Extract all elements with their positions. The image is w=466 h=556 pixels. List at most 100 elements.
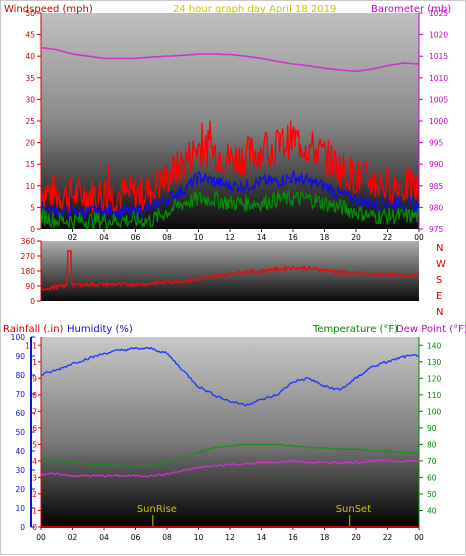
- rain-ytick-label: 0: [32, 523, 37, 532]
- direction-label-e: E: [436, 291, 442, 302]
- temp-ytick-label: 60: [427, 473, 437, 482]
- rain-ytick-label: .6: [30, 424, 37, 433]
- sunset-label: SunSet: [336, 504, 372, 515]
- temp-ytick-label: 110: [427, 391, 442, 400]
- wind-ytick-label: 35: [25, 74, 35, 83]
- wind-ytick-label: 5: [30, 203, 35, 212]
- temp-ytick-label: 80: [427, 440, 437, 449]
- humidity-ytick-label: 100: [11, 333, 26, 342]
- dir-ytick-label: 90: [25, 282, 35, 291]
- baro-ytick-label: 1025: [429, 9, 448, 18]
- wind-ytick-label: 15: [25, 160, 35, 169]
- rain-ytick-label: .4: [30, 457, 37, 466]
- baro-ytick-label: 1010: [429, 74, 448, 83]
- chart-marks-layer: 0510152025303540455097598098599099510001…: [11, 9, 449, 542]
- temp-xtick-label: 00: [414, 533, 424, 542]
- temperature-axis-title: Temperature (°F): [312, 324, 398, 335]
- temperature-series: [40, 443, 420, 468]
- rain-ytick-label: .5: [30, 440, 37, 449]
- baro-ytick-label: 995: [429, 139, 444, 148]
- rain-ytick-label: 1.1: [25, 341, 37, 350]
- direction-label-n-bottom: N: [436, 307, 443, 318]
- direction-panel-background: [41, 241, 419, 301]
- temp-ytick-label: 50: [427, 490, 437, 499]
- humidity-ytick-label: 70: [15, 390, 25, 399]
- rain-ytick-label: .2: [30, 490, 37, 499]
- rain-ytick-label: .8: [30, 391, 37, 400]
- wind-ytick-label: 0: [30, 225, 35, 234]
- temp-xtick-label: 00: [36, 533, 46, 542]
- humidity-series: [40, 346, 420, 407]
- direction-label-n-top: N: [436, 243, 443, 254]
- humidity-ytick-label: 60: [15, 409, 25, 418]
- wind-xtick-label: 20: [351, 233, 361, 242]
- baro-ytick-label: 980: [429, 203, 444, 212]
- humidity-ytick-label: 90: [15, 352, 25, 361]
- temp-ytick-label: 130: [427, 358, 442, 367]
- baro-ytick-label: 990: [429, 160, 444, 169]
- humidity-ytick-label: 40: [15, 447, 25, 456]
- direction-label-w: W: [436, 259, 446, 270]
- humidity-ytick-label: 10: [15, 504, 25, 513]
- wind-ytick-label: 30: [25, 95, 35, 104]
- barometer-axis-title: Barometer (mb): [371, 4, 451, 15]
- temp-xtick-label: 16: [288, 533, 298, 542]
- wind-xtick-label: 02: [68, 233, 78, 242]
- temp-ytick-label: 90: [427, 424, 437, 433]
- temp-ytick-label: 70: [427, 457, 437, 466]
- temp-xtick-label: 18: [320, 533, 330, 542]
- baro-ytick-label: 985: [429, 182, 444, 191]
- temp-panel-background: [41, 337, 419, 527]
- barometer-series: [40, 46, 420, 73]
- chart-title: 24 hour graph day April 18 2019: [173, 4, 336, 15]
- rain-ytick-label: .7: [30, 407, 37, 416]
- dir-ytick-label: 270: [21, 252, 36, 261]
- wind-xtick-label: 06: [131, 233, 141, 242]
- baro-ytick-label: 1005: [429, 95, 448, 104]
- wind-gust-series: [40, 120, 420, 214]
- wind-xtick-label: 00: [414, 233, 424, 242]
- baro-ytick-label: 1020: [429, 31, 448, 40]
- temp-xtick-label: 12: [225, 533, 235, 542]
- humidity-ytick-label: 0: [20, 523, 25, 532]
- wind-xtick-label: 12: [225, 233, 235, 242]
- humidity-ytick-label: 20: [15, 485, 25, 494]
- wind-ytick-label: 10: [25, 182, 35, 191]
- temp-xtick-label: 08: [162, 533, 172, 542]
- humidity-ytick-label: 50: [15, 428, 25, 437]
- windspeed-axis-title: Windspeed (mph): [4, 4, 93, 15]
- dewpoint-axis-title: Dew Point (°F): [396, 324, 466, 335]
- wind-ytick-label: 25: [25, 117, 35, 126]
- rain-ytick-label: .1: [30, 506, 37, 515]
- rain-ytick-label: .9: [30, 374, 37, 383]
- temp-xtick-label: 22: [383, 533, 393, 542]
- temp-ytick-label: 100: [427, 407, 442, 416]
- wind-low-series: [40, 189, 420, 231]
- direction-label-s: S: [436, 275, 442, 286]
- rainfall-axis-title: Rainfall (.in): [3, 324, 64, 335]
- wind-ytick-label: 45: [25, 31, 35, 40]
- wind-panel-background: [41, 13, 419, 229]
- temp-xtick-label: 20: [351, 533, 361, 542]
- wind-direction-series: [41, 250, 420, 292]
- wind-ytick-label: 20: [25, 139, 35, 148]
- rain-ytick-label: .3: [30, 473, 37, 482]
- rain-ytick-label: 1: [32, 358, 37, 367]
- dir-ytick-label: 0: [30, 297, 35, 306]
- baro-ytick-label: 1015: [429, 52, 448, 61]
- wind-ytick-label: 40: [25, 52, 35, 61]
- humidity-ytick-label: 80: [15, 371, 25, 380]
- temp-xtick-label: 10: [194, 533, 204, 542]
- temp-ytick-label: 140: [427, 341, 442, 350]
- temp-ytick-label: 120: [427, 374, 442, 383]
- wind-ytick-label: 50: [25, 9, 35, 18]
- wind-xtick-label: 08: [162, 233, 172, 242]
- temp-ytick-label: 40: [427, 506, 437, 515]
- sunrise-label: SunRise: [137, 504, 177, 515]
- dir-ytick-label: 360: [21, 237, 36, 246]
- humidity-ytick-label: 30: [15, 466, 25, 475]
- wind-xtick-label: 04: [99, 233, 109, 242]
- dewpoint-series: [40, 459, 420, 478]
